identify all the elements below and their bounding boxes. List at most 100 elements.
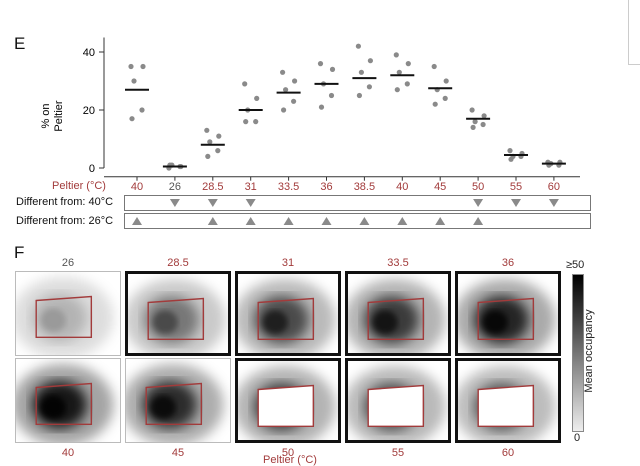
data-point <box>243 119 249 125</box>
heatmap-image <box>458 274 558 353</box>
data-point <box>432 101 438 107</box>
peltier-outline <box>145 382 203 426</box>
data-point <box>215 148 221 154</box>
occupancy-peak <box>40 308 66 333</box>
window-edge <box>628 0 640 65</box>
significance-triangle <box>548 199 559 207</box>
x-tick-label: 33.5 <box>278 181 299 193</box>
data-point <box>480 121 486 128</box>
heatmap-tile <box>345 358 451 443</box>
data-point <box>204 127 210 133</box>
peltier-outline <box>477 297 535 341</box>
data-point <box>367 58 373 64</box>
tile-temperature-label: 36 <box>501 257 515 269</box>
x-tick-label: 31 <box>245 181 257 193</box>
heatmap-image <box>128 274 228 353</box>
diff-row-40-label: Different from: 40°C <box>16 196 114 208</box>
data-point <box>469 107 475 113</box>
data-point <box>443 78 449 84</box>
data-point <box>442 95 448 101</box>
tile-temperature-label: 33.5 <box>387 257 409 269</box>
data-point <box>139 107 145 113</box>
heatmap-tile <box>15 271 121 356</box>
heatmap-image <box>348 274 448 353</box>
x-tick-label: 28.5 <box>202 181 223 193</box>
heatmap-tile <box>125 271 231 356</box>
significance-triangle <box>245 217 256 225</box>
data-point <box>283 87 289 93</box>
x-tick-label: 40 <box>396 181 408 193</box>
x-tick-label: 26 <box>169 181 181 193</box>
occupancy-peak <box>482 310 508 335</box>
heatmap-tile <box>235 358 341 443</box>
panel-e-letter: E <box>14 34 26 53</box>
data-point <box>205 153 211 159</box>
heatmap-tile <box>345 271 451 356</box>
tile-temperature-label: 31 <box>281 257 295 269</box>
data-point <box>394 87 400 93</box>
data-point <box>254 95 260 101</box>
data-point <box>291 98 297 104</box>
heatmap-image <box>458 361 558 440</box>
x-tick-label: 60 <box>548 181 560 193</box>
data-point <box>281 107 287 113</box>
tile-temperature-label: 50 <box>281 447 295 459</box>
panel-e-chart: 0 20 40 40 26 28.5 31 33.5 36 38.5 40 45 50 55 60 % o… <box>40 37 580 193</box>
data-points <box>128 43 563 171</box>
panel-f-letter: F <box>14 243 25 262</box>
peltier-outline <box>367 384 425 428</box>
tile-temperature-label: 55 <box>391 447 405 459</box>
peltier-outline <box>257 297 315 341</box>
significance-triangle <box>473 217 484 225</box>
heatmap-tile <box>455 358 561 443</box>
significance-triangle <box>207 199 218 207</box>
peltier-outline <box>257 384 315 428</box>
data-point <box>329 66 336 72</box>
data-point <box>404 81 410 87</box>
data-point <box>317 61 324 67</box>
diff-row-26-label: Different from: 26°C <box>16 215 114 227</box>
data-point <box>358 69 364 75</box>
significance-triangle <box>132 217 142 225</box>
y-axis: 0 20 40 <box>83 37 580 178</box>
significance-triangle <box>245 199 256 207</box>
peltier-cold-zone <box>368 385 424 427</box>
data-point <box>472 119 478 125</box>
data-point <box>396 69 402 75</box>
heatmap-tile <box>15 358 121 443</box>
x-tick-labels: 40 26 28.5 31 33.5 36 38.5 40 45 50 55 60 <box>131 176 560 193</box>
heatmap-image <box>16 272 120 355</box>
data-point <box>355 43 361 49</box>
data-point <box>481 113 487 119</box>
y-axis-label-line1: % on <box>40 103 52 128</box>
peltier-outline <box>35 382 93 426</box>
significance-triangle <box>169 199 180 207</box>
tile-temperature-label: 60 <box>501 447 515 459</box>
heatmap-image <box>16 359 120 442</box>
significance-triangle <box>283 217 294 225</box>
occupancy-peak <box>40 395 66 420</box>
tile-temperature-label: 28.5 <box>167 257 189 269</box>
data-point <box>242 81 248 87</box>
median-lines <box>125 74 566 168</box>
significance-triangle <box>511 199 521 207</box>
heatmap-tile <box>455 271 561 356</box>
heatmap-tile <box>125 358 231 443</box>
data-point <box>470 124 476 130</box>
data-point <box>128 63 134 70</box>
data-point <box>216 133 222 139</box>
y-tick-label: 0 <box>89 163 95 175</box>
y-tick-label: 40 <box>83 47 95 59</box>
significance-triangle <box>473 199 484 207</box>
data-point <box>393 52 399 58</box>
significance-triangle <box>321 217 332 225</box>
data-point <box>318 104 325 110</box>
tile-temperature-label: 45 <box>171 447 185 459</box>
significance-triangle <box>435 217 446 225</box>
heatmap-image <box>238 361 338 440</box>
peltier-cold-zone <box>478 385 534 427</box>
x-tick-label: 40 <box>131 181 143 193</box>
occupancy-peak <box>372 310 398 335</box>
data-point <box>356 92 362 99</box>
heatmap-image <box>348 361 448 440</box>
